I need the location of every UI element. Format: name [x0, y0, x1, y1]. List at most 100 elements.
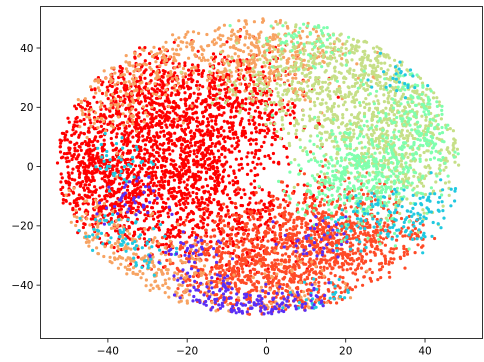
scatter-point — [215, 242, 219, 246]
scatter-point — [200, 72, 204, 76]
scatter-point — [183, 127, 188, 131]
scatter-point — [293, 227, 298, 231]
scatter-point — [87, 240, 91, 244]
scatter-point — [234, 114, 238, 118]
scatter-point — [131, 64, 135, 68]
scatter-point — [197, 128, 201, 133]
scatter-point — [134, 164, 138, 168]
scatter-point — [103, 245, 107, 249]
scatter-point — [159, 125, 163, 130]
scatter-point — [278, 232, 282, 236]
scatter-point — [147, 125, 151, 129]
scatter-point — [181, 129, 185, 133]
scatter-point — [189, 137, 193, 142]
scatter-point — [123, 88, 127, 92]
scatter-point — [160, 85, 164, 89]
scatter-point — [284, 73, 288, 78]
scatter-point — [274, 134, 278, 138]
scatter-point — [102, 202, 106, 206]
scatter-point — [294, 57, 298, 61]
scatter-point — [89, 157, 93, 162]
scatter-point — [197, 174, 201, 178]
scatter-point — [218, 105, 222, 109]
scatter-point — [223, 224, 227, 228]
scatter-point — [169, 231, 173, 235]
scatter-point — [89, 85, 93, 89]
scatter-point — [335, 301, 339, 305]
scatter-point — [102, 113, 106, 117]
scatter-point — [150, 152, 154, 157]
scatter-point — [273, 137, 277, 142]
scatter-point — [131, 180, 135, 184]
scatter-point — [111, 92, 115, 96]
scatter-point — [98, 120, 102, 124]
scatter-point — [149, 191, 153, 196]
scatter-point — [102, 162, 106, 166]
scatter-point — [260, 128, 264, 132]
scatter-point — [343, 259, 348, 263]
scatter-point — [144, 217, 148, 221]
scatter-point — [81, 160, 85, 164]
scatter-point — [146, 87, 150, 91]
scatter-point — [204, 273, 208, 277]
scatter-point — [320, 215, 324, 219]
scatter-point — [197, 31, 201, 35]
scatter-point — [114, 135, 118, 139]
scatter-point — [406, 226, 410, 230]
scatter-point — [322, 297, 327, 301]
scatter-point — [402, 247, 406, 251]
scatter-point — [247, 312, 252, 316]
scatter-point — [134, 252, 138, 256]
scatter-point — [129, 131, 133, 135]
scatter-point — [216, 203, 220, 207]
scatter-point — [199, 45, 203, 49]
scatter-point — [141, 134, 145, 138]
scatter-point — [92, 171, 96, 175]
scatter-point — [243, 210, 247, 214]
scatter-point — [271, 198, 275, 202]
scatter-point — [155, 144, 159, 148]
scatter-point — [293, 233, 297, 237]
scatter-point — [212, 59, 216, 64]
scatter-point — [247, 122, 252, 126]
scatter-point — [156, 102, 161, 106]
scatter-point — [126, 136, 130, 140]
scatter-point — [316, 290, 320, 294]
scatter-point — [203, 166, 208, 170]
scatter-point — [269, 208, 274, 212]
scatter-point — [303, 98, 307, 102]
scatter-point — [292, 275, 296, 279]
scatter-point — [243, 222, 247, 226]
scatter-point — [193, 132, 197, 136]
scatter-point — [135, 155, 139, 159]
scatter-point — [246, 151, 250, 155]
scatter-point — [158, 147, 162, 151]
scatter-point — [335, 199, 339, 203]
scatter-point — [166, 211, 170, 215]
scatter-point — [155, 87, 160, 91]
scatter-point — [310, 202, 314, 206]
scatter-point — [159, 122, 163, 126]
scatter-point — [162, 184, 166, 188]
scatter-point — [238, 279, 242, 283]
scatter-point — [187, 56, 191, 60]
scatter-point — [217, 78, 222, 82]
scatter-point — [208, 62, 212, 66]
scatter-point — [60, 191, 64, 196]
scatter-point — [271, 151, 275, 156]
scatter-point — [399, 256, 403, 261]
scatter-point — [263, 275, 268, 279]
scatter-point — [356, 249, 360, 253]
scatter-point — [128, 256, 132, 260]
scatter-point — [137, 164, 142, 168]
scatter-point — [238, 82, 242, 86]
scatter-point — [141, 92, 145, 96]
scatter-point — [228, 266, 232, 270]
scatter-point — [233, 281, 237, 285]
scatter-point — [157, 241, 161, 246]
scatter-point — [225, 40, 229, 44]
scatter-point — [244, 97, 248, 101]
scatter-point — [201, 207, 205, 211]
scatter-point — [162, 129, 166, 133]
scatter-point — [190, 107, 194, 111]
